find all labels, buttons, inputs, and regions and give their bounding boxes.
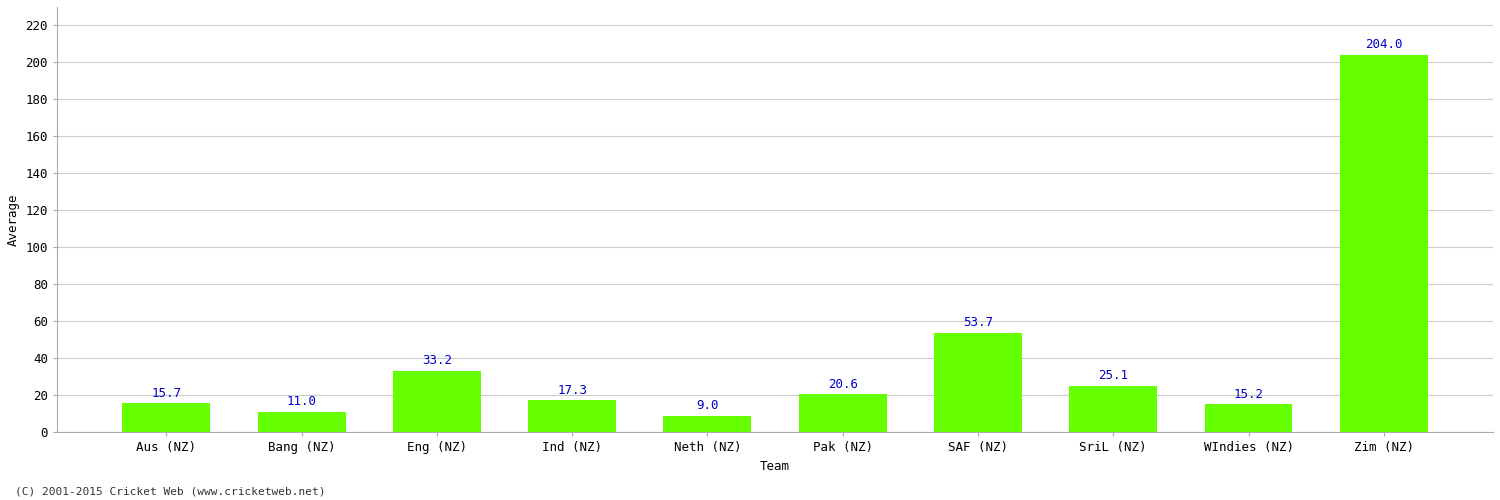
Text: 204.0: 204.0 [1365, 38, 1402, 52]
Text: 25.1: 25.1 [1098, 370, 1128, 382]
Y-axis label: Average: Average [8, 194, 20, 246]
Bar [798, 394, 886, 432]
Text: 15.7: 15.7 [152, 386, 182, 400]
Text: (C) 2001-2015 Cricket Web (www.cricketweb.net): (C) 2001-2015 Cricket Web (www.cricketwe… [15, 487, 326, 497]
X-axis label: Team: Team [760, 460, 790, 473]
Text: 17.3: 17.3 [556, 384, 586, 397]
Bar [1340, 55, 1428, 432]
Bar [934, 333, 1022, 432]
Bar [1070, 386, 1156, 432]
Text: 20.6: 20.6 [828, 378, 858, 390]
Bar [393, 371, 482, 432]
Text: 33.2: 33.2 [422, 354, 452, 368]
Bar [663, 416, 752, 432]
Text: 9.0: 9.0 [696, 399, 718, 412]
Bar [528, 400, 616, 432]
Bar [258, 412, 345, 432]
Text: 53.7: 53.7 [963, 316, 993, 330]
Bar [123, 404, 210, 432]
Bar [1204, 404, 1293, 432]
Text: 15.2: 15.2 [1233, 388, 1263, 400]
Text: 11.0: 11.0 [286, 396, 316, 408]
